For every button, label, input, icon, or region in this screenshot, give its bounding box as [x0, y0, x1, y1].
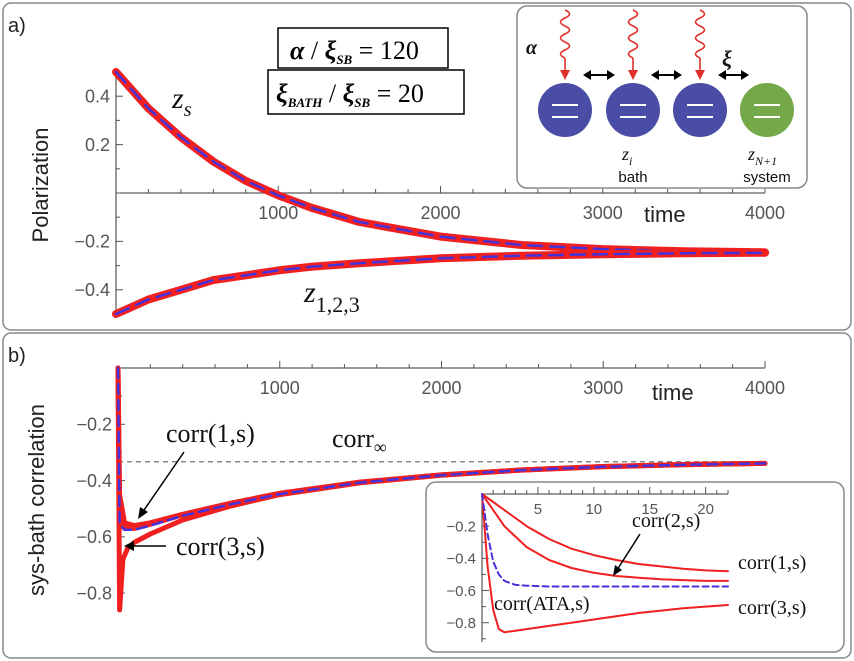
- svg-text:α / ξSB = 120: α / ξSB = 120: [290, 36, 419, 67]
- coupling-arrowhead: [651, 70, 659, 80]
- panel-a-label: a): [8, 15, 26, 37]
- photon-wave-icon: [627, 9, 639, 59]
- panel_b-y-tick-label: −0.6: [76, 527, 112, 547]
- bath-spin-node: [673, 83, 727, 137]
- inset-axes: 5 10 15 20 −0.2 −0.4 −0.6 −0.8: [446, 487, 729, 642]
- panel_b-x-tick-label: 3000: [583, 378, 623, 398]
- inset_b-series-corr-ata-s: [481, 493, 729, 588]
- panel_b-y-tick-label: −0.4: [76, 471, 112, 491]
- annot-corr3: corr(3,s): [176, 532, 265, 561]
- inset_b-series-corr-2-s: [481, 493, 729, 582]
- panel_b-x-tick-label: 2000: [421, 378, 461, 398]
- schematic-frame: [516, 5, 808, 189]
- panel-b-lines: [115, 365, 768, 613]
- photon-wave-icon: [559, 9, 571, 59]
- inset-corr2-arrowhead: [613, 565, 622, 576]
- schematic-inset: α ξ zi zN+1 bath system: [516, 5, 808, 189]
- annot-corr3-arrowhead: [124, 541, 134, 551]
- inset_b-y-tick-label: −0.8: [446, 615, 476, 632]
- inset_b-x-tick-label: 10: [585, 501, 602, 518]
- panel_a-y-tick-label: −0.2: [74, 232, 110, 252]
- coupling-arrowhead: [674, 70, 682, 80]
- photon-arrowhead: [628, 70, 638, 80]
- inset-label-corr1: corr(1,s): [738, 552, 806, 574]
- panel_b-x-tick-label: 4000: [745, 378, 785, 398]
- panel-b-frame: [2, 332, 852, 659]
- panel_a-x-tick-label: 4000: [745, 203, 785, 223]
- panel_a-series-z-s-blue-dashed: [114, 70, 767, 254]
- inset_b-series-corr-3-s: [481, 493, 729, 634]
- coupling-arrowhead: [741, 70, 749, 80]
- inset_b-y-tick-label: −0.6: [446, 583, 476, 600]
- panel_b-x-tick-label: 1000: [260, 378, 300, 398]
- schematic-zn1-label: zN+1: [747, 144, 777, 168]
- bath-spin-node: [606, 83, 660, 137]
- annot-corr1-arrow: [141, 451, 185, 514]
- panel_a-series-z-1-2-3-blue-dashed: [114, 251, 767, 316]
- schematic-alpha-label: α: [526, 37, 538, 59]
- photon-arrowhead: [695, 70, 705, 80]
- panel_b-series-corr-ata-s: [116, 366, 767, 532]
- photon-wave-icon: [694, 9, 706, 59]
- panel-b-label: b): [8, 345, 26, 367]
- inset-frame: [425, 481, 845, 653]
- inset-corr2-arrow: [616, 533, 641, 571]
- label-z123: z1,2,3: [303, 276, 360, 317]
- inset-lines: [481, 493, 729, 634]
- ratio-box-alpha: α / ξSB = 120: [277, 27, 449, 69]
- schematic-zi-label: zi: [621, 144, 632, 168]
- inset_b-y-tick-label: −0.2: [446, 518, 476, 535]
- panel-a-axes: 1000 2000 3000 4000 0.4 0.2 −0.2 −0.4: [74, 71, 785, 315]
- system-spin-node: [740, 83, 794, 137]
- inset_b-x-tick-label: 15: [641, 501, 658, 518]
- bath-spin-node: [538, 83, 592, 137]
- inset_b-series-corr-1-s: [481, 493, 729, 573]
- coupling-arrowhead: [607, 70, 615, 80]
- inset-b: 5 10 15 20 −0.2 −0.4 −0.6 −0.8 corr(2,s) corr(1…: [425, 481, 845, 653]
- schematic-system-label: system: [743, 169, 791, 186]
- inset_b-x-tick-label: 20: [697, 501, 714, 518]
- panel_a-y-tick-label: 0.2: [85, 135, 110, 155]
- annot-corr1: corr(1,s): [166, 419, 255, 448]
- panel_a-y-tick-label: −0.4: [74, 280, 110, 300]
- panel-a-xlabel: time: [644, 202, 686, 227]
- inset-label-corrata: corr(ATA,s): [494, 593, 590, 615]
- schematic-xi-label: ξ: [722, 46, 732, 71]
- panel_a-y-tick-label: 0.4: [85, 87, 110, 107]
- panel-a-frame: [2, 2, 852, 331]
- inset-label-corr2: corr(2,s): [632, 510, 700, 532]
- panel_b-y-tick-label: −0.8: [76, 583, 112, 603]
- ratio-box-xi: ξBATH / ξSB = 20: [267, 69, 465, 115]
- svg-text:ξBATH / ξSB = 20: ξBATH / ξSB = 20: [276, 79, 424, 110]
- annot-corr1-arrowhead: [138, 507, 148, 519]
- inset-label-corr3: corr(3,s): [738, 597, 806, 619]
- annot-corrinf: corr∞: [332, 424, 387, 457]
- inset_b-x-tick-label: 5: [534, 501, 542, 518]
- panel-a-lines: [112, 68, 769, 318]
- coupling-arrowhead: [718, 70, 726, 80]
- schematic-bath-label: bath: [618, 169, 647, 186]
- panel-b-xlabel: time: [652, 380, 694, 405]
- inset_b-y-tick-label: −0.4: [446, 551, 476, 568]
- label-zs: zs: [171, 82, 192, 121]
- panel-b-ylabel: sys-bath correlation: [24, 404, 49, 596]
- panel_b-y-tick-label: −0.2: [76, 415, 112, 435]
- panel_b-series-corr-3-s: [115, 365, 768, 613]
- panel_a-x-tick-label: 2000: [420, 203, 460, 223]
- panel_a-series-z-1-2-3-red: [112, 248, 769, 318]
- photon-arrowhead: [560, 70, 570, 80]
- coupling-arrowhead: [583, 70, 591, 80]
- panel_a-x-tick-label: 1000: [258, 203, 298, 223]
- panel-a-ylabel: Polarization: [28, 128, 53, 243]
- panel_a-x-tick-label: 3000: [583, 203, 623, 223]
